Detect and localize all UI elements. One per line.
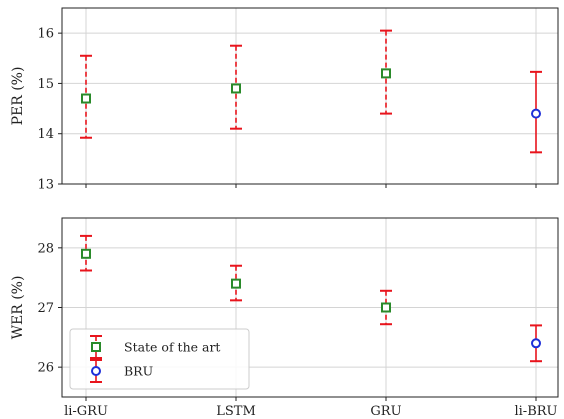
y-axis-label: PER (%) [10, 67, 26, 126]
data-point-circle [531, 338, 541, 349]
legend-label: BRU [124, 364, 153, 379]
data-point-square [381, 302, 391, 313]
data-point-square [381, 68, 391, 79]
y-axis-label: WER (%) [10, 276, 26, 340]
legend-marker-square [91, 342, 101, 352]
y-tick-label: 16 [37, 27, 54, 42]
data-point-square [81, 93, 91, 104]
legend: State of the art BRU [69, 328, 250, 390]
plot-frame [61, 7, 559, 185]
data-point-square [231, 278, 241, 289]
y-tick-label: 13 [37, 178, 54, 193]
panel-per: 13 14 15 16 PER (%) [10, 7, 559, 193]
y-tick-label: 26 [37, 361, 54, 376]
y-tick-label: 28 [37, 241, 54, 256]
x-tick-label: li-BRU [514, 404, 557, 419]
x-tick-label: li-GRU [64, 404, 108, 419]
legend-marker-circle [91, 366, 101, 376]
panel-wer: 26 27 28 li-GRU LSTM GRU li-BRU WER (%) State of… [10, 217, 559, 419]
data-point-square [81, 248, 91, 259]
x-tick-label: GRU [370, 404, 401, 419]
y-tick-label: 14 [37, 127, 54, 142]
data-point-circle [531, 108, 541, 119]
y-tick-label: 27 [37, 301, 54, 316]
x-tick-label: LSTM [216, 404, 256, 419]
legend-box [69, 328, 250, 390]
data-point-square [231, 83, 241, 94]
y-tick-label: 15 [37, 77, 54, 92]
legend-label: State of the art [124, 340, 220, 355]
